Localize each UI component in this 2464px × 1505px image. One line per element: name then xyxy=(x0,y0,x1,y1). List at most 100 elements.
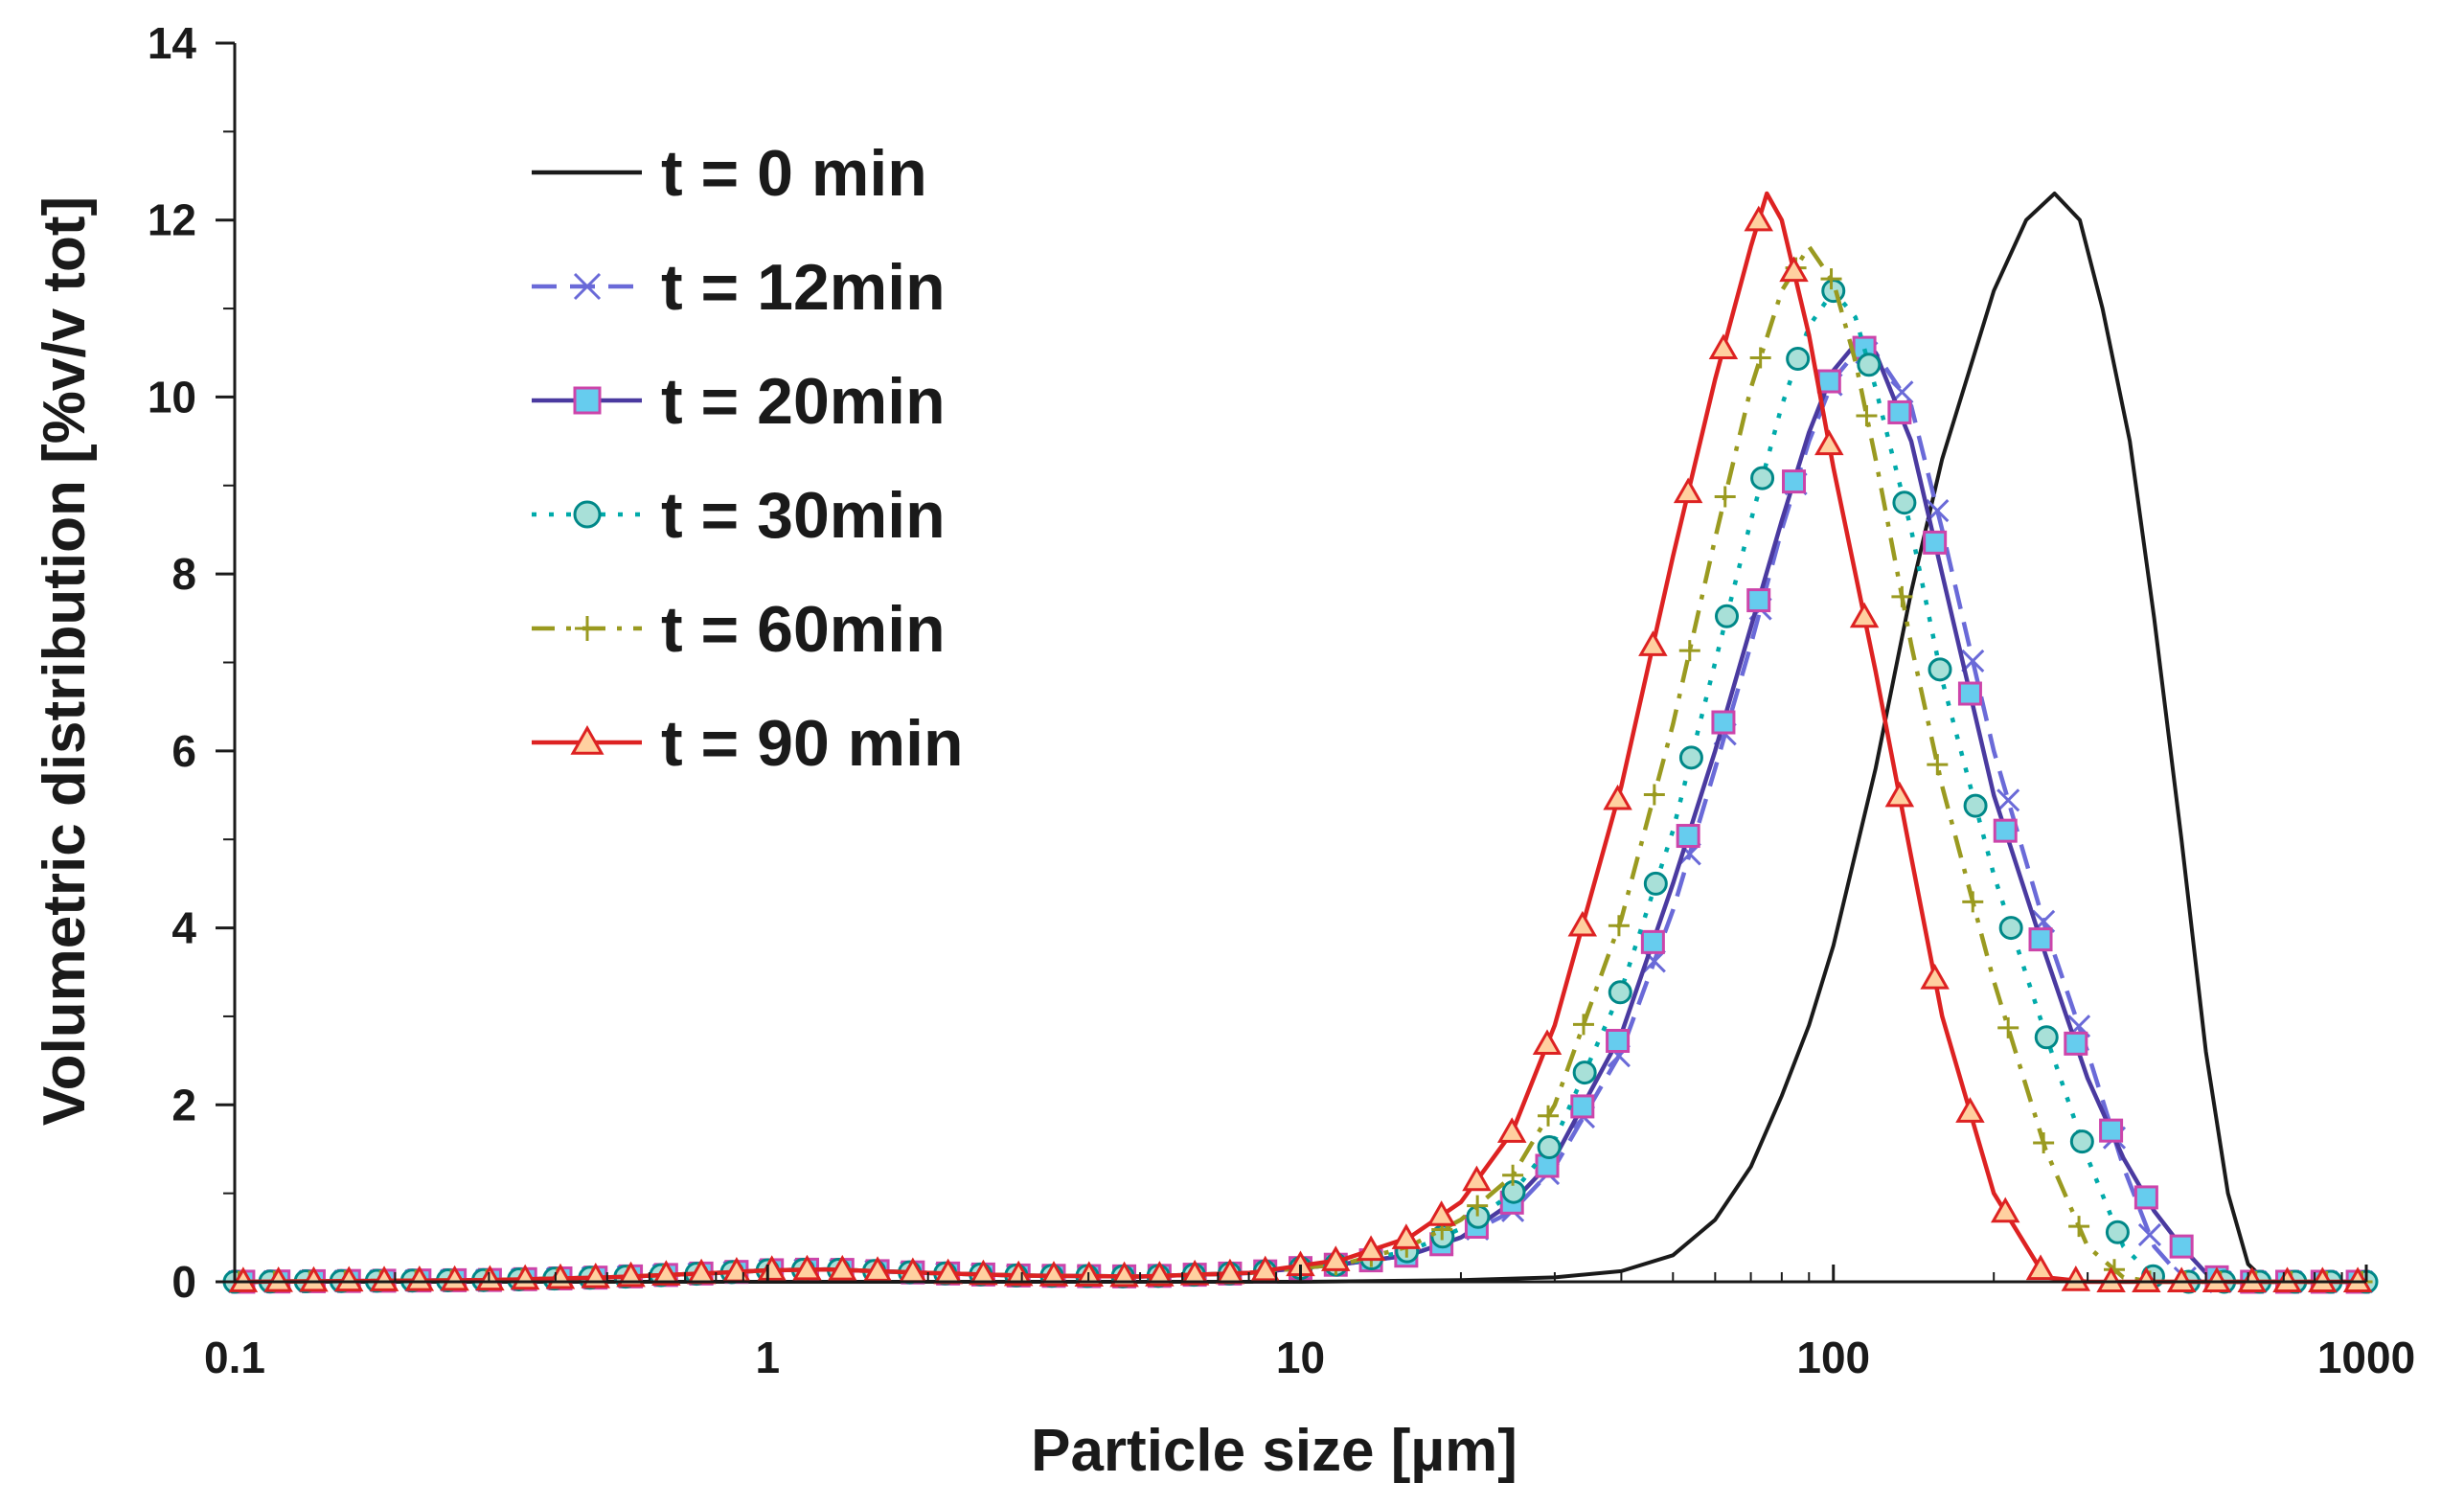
data-point-marker xyxy=(570,725,605,755)
data-point-marker xyxy=(1928,657,1952,682)
data-point-marker xyxy=(616,1261,646,1288)
legend-label: t = 0 min xyxy=(661,137,927,210)
data-point-marker xyxy=(1567,910,1598,937)
data-point-marker xyxy=(1820,268,1842,290)
data-point-marker xyxy=(1572,1060,1597,1085)
data-point-marker xyxy=(404,1265,435,1291)
series-line xyxy=(234,341,2366,1285)
data-point-marker xyxy=(1891,585,1913,607)
data-point-marker xyxy=(1749,347,1771,369)
data-point-marker xyxy=(1606,1028,1631,1053)
data-point-marker xyxy=(1145,1261,1175,1287)
data-point-marker xyxy=(969,1259,998,1286)
curves-layer xyxy=(222,191,2379,1294)
legend-item: t = 90 min xyxy=(532,707,964,780)
data-point-marker xyxy=(2105,1220,2130,1244)
data-point-marker xyxy=(1990,1197,2020,1223)
data-point-marker xyxy=(1814,429,1844,456)
data-point-marker xyxy=(263,1266,293,1292)
data-point-marker xyxy=(2272,1266,2302,1292)
legend-item: t = 0 min xyxy=(532,137,927,210)
data-point-marker xyxy=(1708,333,1739,359)
data-point-marker xyxy=(1816,369,1841,394)
data-point-marker xyxy=(1714,486,1736,508)
legend-label: t = 90 min xyxy=(661,707,964,780)
data-point-marker xyxy=(1887,399,1912,424)
data-point-marker xyxy=(828,1254,857,1281)
data-point-marker xyxy=(651,1260,681,1286)
data-point-marker xyxy=(2133,1185,2158,1210)
data-point-marker xyxy=(1502,1164,1524,1186)
legend-label: t = 12min xyxy=(661,251,946,324)
data-point-marker xyxy=(2068,1216,2090,1238)
data-point-marker xyxy=(1884,781,1915,808)
data-point-marker xyxy=(2034,1025,2059,1050)
x-tick-label: 10 xyxy=(1276,1333,1325,1382)
data-point-marker xyxy=(2202,1266,2232,1292)
data-point-marker xyxy=(1746,588,1771,613)
x-tick-label: 1 xyxy=(755,1333,780,1382)
data-point-marker xyxy=(2132,1266,2161,1292)
data-point-marker xyxy=(575,616,600,641)
data-point-marker xyxy=(1570,1094,1595,1119)
data-point-marker xyxy=(1678,745,1703,770)
x-tick-label: 0.1 xyxy=(204,1333,265,1382)
data-point-marker xyxy=(2033,1132,2055,1154)
data-point-marker xyxy=(334,1266,364,1292)
series-line xyxy=(234,191,2366,1285)
data-point-marker xyxy=(1715,604,1739,628)
data-point-marker xyxy=(1821,279,1846,304)
data-point-marker xyxy=(792,1254,822,1281)
data-point-marker xyxy=(1321,1245,1351,1271)
data-point-marker xyxy=(1744,205,1773,232)
data-point-marker xyxy=(1856,404,1878,426)
data-point-marker xyxy=(2166,1266,2197,1292)
data-point-marker xyxy=(2237,1266,2267,1292)
data-point-marker xyxy=(1963,793,1988,818)
data-point-marker xyxy=(1673,477,1703,504)
data-point-marker xyxy=(1993,818,2018,843)
data-point-marker xyxy=(228,1266,259,1292)
x-axis-title: Particle size [µm] xyxy=(1031,1418,1517,1484)
series-1 xyxy=(227,341,2374,1294)
y-tick-label: 10 xyxy=(148,372,196,422)
data-point-marker xyxy=(1957,681,1982,706)
series-line xyxy=(234,288,2366,1285)
data-point-marker xyxy=(1927,754,1949,776)
legend-item: t = 12min xyxy=(532,251,946,324)
y-tick-label: 12 xyxy=(148,195,196,245)
y-tick-label: 8 xyxy=(171,549,196,599)
data-point-marker xyxy=(1572,1014,1594,1036)
data-point-marker xyxy=(757,1255,787,1281)
series-5 xyxy=(228,191,2373,1292)
legend-item: t = 30min xyxy=(532,479,946,552)
legend-label: t = 20min xyxy=(661,365,946,438)
data-point-marker xyxy=(1676,824,1700,849)
data-point-marker xyxy=(1603,784,1632,810)
data-point-marker xyxy=(1109,1261,1139,1288)
series-4 xyxy=(228,244,2373,1292)
data-point-marker xyxy=(1356,1235,1386,1262)
data-point-marker xyxy=(1426,1200,1456,1226)
data-point-marker xyxy=(2028,927,2053,952)
axes-layer: 0 2 4 6 8 10 12 14 0.1 1 10 100 1000 xyxy=(148,18,2415,1382)
data-point-marker xyxy=(1538,1105,1560,1127)
series-3 xyxy=(222,279,2379,1294)
series-line xyxy=(235,192,2366,1284)
legend-item: t = 20min xyxy=(532,365,946,438)
data-point-marker xyxy=(1849,602,1880,628)
data-point-marker xyxy=(1711,710,1736,735)
data-point-marker xyxy=(862,1256,893,1282)
data-point-marker xyxy=(1467,1195,1489,1217)
data-point-marker xyxy=(1996,788,2020,812)
data-point-marker xyxy=(1997,1016,2019,1038)
data-point-marker xyxy=(299,1266,329,1292)
y-tick-label: 6 xyxy=(171,726,196,776)
series-0 xyxy=(235,192,2366,1284)
series-2 xyxy=(231,335,2370,1294)
data-point-marker xyxy=(2308,1266,2338,1292)
data-point-marker xyxy=(1750,466,1775,490)
data-point-marker xyxy=(1962,891,1984,913)
data-point-marker xyxy=(2025,1254,2056,1281)
